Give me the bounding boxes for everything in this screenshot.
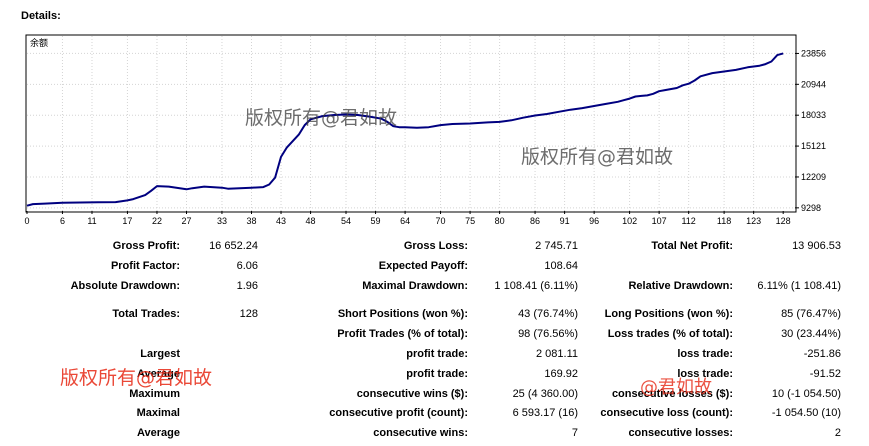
stat-label-avg-consecutive-wins: consecutive wins: (373, 427, 468, 439)
x-tick-label: 118 (717, 216, 731, 226)
x-tick-label: 70 (436, 216, 446, 226)
stat-label-total-net-profit: Total Net Profit: (651, 240, 733, 252)
stat-label-max-consecutive-loss: consecutive loss (count): (600, 407, 733, 419)
x-tick-label: 86 (530, 216, 540, 226)
x-tick-label: 96 (589, 216, 599, 226)
statistics-table: Gross Profit: 16 652.24 Profit Factor: 6… (0, 236, 869, 446)
stat-label-average: Average (136, 368, 180, 380)
stat-label-largest-loss-trade: loss trade: (677, 348, 733, 360)
y-tick-label: 9298 (801, 203, 821, 213)
y-tick-label: 20944 (801, 79, 826, 89)
stat-value-max-consecutive-loss: -1 054.50 (10) (771, 407, 841, 419)
x-tick-label: 48 (306, 216, 316, 226)
stat-label-max-consecutive-losses: consecutive losses ($): (611, 388, 733, 400)
stat-label-maximal: Maximal (136, 407, 180, 419)
stat-value-total-net-profit: 13 906.53 (792, 240, 841, 252)
stat-value-maximal-drawdown: 1 108.41 (6.11%) (494, 280, 578, 292)
x-tick-label: 6 (60, 216, 65, 226)
stat-value-profit-factor: 6.06 (236, 260, 258, 272)
x-tick-label: 102 (622, 216, 637, 226)
balance-chart: 0 6 11 17 22 27 33 38 43 48 54 59 64 70 75 80 86 91 96 102 1… (24, 34, 826, 226)
chart-title: 余额 (30, 37, 48, 48)
y-axis-ticks: 9298 12209 15121 18033 20944 23856 (795, 48, 826, 213)
stat-value-average-loss-trade: -91.52 (809, 368, 841, 380)
stat-label-average-loss-trade: loss trade: (677, 368, 733, 380)
stat-label-average-consecutive: Average (136, 427, 180, 439)
stat-label-short-positions: Short Positions (won %): (337, 308, 468, 320)
stat-value-total-trades: 128 (239, 308, 258, 320)
stat-label-maximal-drawdown: Maximal Drawdown: (362, 280, 468, 292)
x-tick-label: 38 (246, 216, 256, 226)
x-tick-label: 27 (181, 216, 191, 226)
stat-value-loss-trades: 30 (23.44%) (781, 328, 841, 340)
stat-label-profit-trades: Profit Trades (% of total): (337, 328, 468, 340)
x-tick-label: 112 (681, 216, 695, 226)
stat-value-short-positions: 43 (76.74%) (518, 308, 578, 320)
stat-label-absolute-drawdown: Absolute Drawdown: (70, 280, 180, 292)
y-tick-label: 15121 (801, 141, 826, 151)
stat-label-total-trades: Total Trades: (112, 308, 180, 320)
stat-label-gross-loss: Gross Loss: (403, 240, 468, 252)
stat-value-max-consecutive-losses: 10 (-1 054.50) (771, 388, 841, 400)
stat-label-long-positions: Long Positions (won %): (604, 308, 733, 320)
stat-value-profit-trades: 98 (76.56%) (518, 328, 578, 340)
x-tick-label: 75 (465, 216, 475, 226)
details-title: Details: (21, 10, 61, 22)
x-tick-label: 123 (746, 216, 761, 226)
y-tick-label: 12209 (801, 172, 826, 182)
stat-label-maximum: Maximum (129, 388, 180, 400)
stat-value-largest-loss-trade: -251.86 (803, 348, 841, 360)
stat-label-max-consecutive-profit: consecutive profit (count): (329, 407, 468, 419)
balance-line (26, 52, 784, 207)
stat-value-long-positions: 85 (76.47%) (781, 308, 841, 320)
chart-grid (27, 36, 795, 211)
stat-label-loss-trades: Loss trades (% of total): (607, 328, 733, 340)
x-tick-label: 11 (87, 216, 96, 226)
x-tick-label: 17 (122, 216, 132, 226)
chart-frame (25, 34, 797, 213)
stat-label-max-consecutive-wins: consecutive wins ($): (356, 388, 468, 400)
y-tick-label: 18033 (801, 110, 826, 120)
stat-label-avg-consecutive-losses: consecutive losses: (628, 427, 733, 439)
x-axis-ticks: 0 6 11 17 22 27 33 38 43 48 54 59 64 70 75 80 86 91 96 102 1… (24, 211, 791, 226)
x-tick-label: 59 (371, 216, 381, 226)
x-tick-label: 22 (152, 216, 162, 226)
y-tick-label: 23856 (801, 48, 826, 58)
stat-label-relative-drawdown: Relative Drawdown: (628, 280, 733, 292)
x-tick-label: 128 (776, 216, 791, 226)
x-tick-label: 0 (24, 216, 29, 226)
x-tick-label: 54 (341, 216, 351, 226)
stat-value-max-consecutive-wins: 25 (4 360.00) (512, 388, 578, 400)
stat-value-absolute-drawdown: 1.96 (236, 280, 258, 292)
stat-value-avg-consecutive-wins: 7 (571, 427, 578, 439)
stat-value-gross-profit: 16 652.24 (209, 240, 258, 252)
x-tick-label: 91 (560, 216, 570, 226)
stat-label-expected-payoff: Expected Payoff: (378, 260, 468, 272)
stat-value-gross-loss: 2 745.71 (535, 240, 578, 252)
x-tick-label: 43 (276, 216, 286, 226)
stat-label-largest: Largest (140, 348, 180, 360)
stat-value-max-consecutive-profit: 6 593.17 (16) (512, 407, 578, 419)
stat-value-average-profit-trade: 169.92 (544, 368, 578, 380)
x-tick-label: 64 (400, 216, 410, 226)
stat-label-gross-profit: Gross Profit: (112, 240, 180, 252)
stat-value-relative-drawdown: 6.11% (1 108.41) (757, 280, 841, 292)
stat-label-profit-factor: Profit Factor: (110, 260, 180, 272)
balance-chart-svg: 0 6 11 17 22 27 33 38 43 48 54 59 64 70 75 80 86 91 96 102 1… (24, 34, 826, 226)
x-tick-label: 107 (652, 216, 667, 226)
stat-value-expected-payoff: 108.64 (544, 260, 578, 272)
x-tick-label: 80 (495, 216, 505, 226)
stat-label-average-profit-trade: profit trade: (406, 368, 468, 380)
chart-line-layer (26, 52, 784, 207)
stat-value-avg-consecutive-losses: 2 (834, 427, 841, 439)
stat-value-largest-profit-trade: 2 081.11 (535, 348, 578, 360)
stat-label-largest-profit-trade: profit trade: (406, 348, 468, 360)
x-tick-label: 33 (217, 216, 227, 226)
